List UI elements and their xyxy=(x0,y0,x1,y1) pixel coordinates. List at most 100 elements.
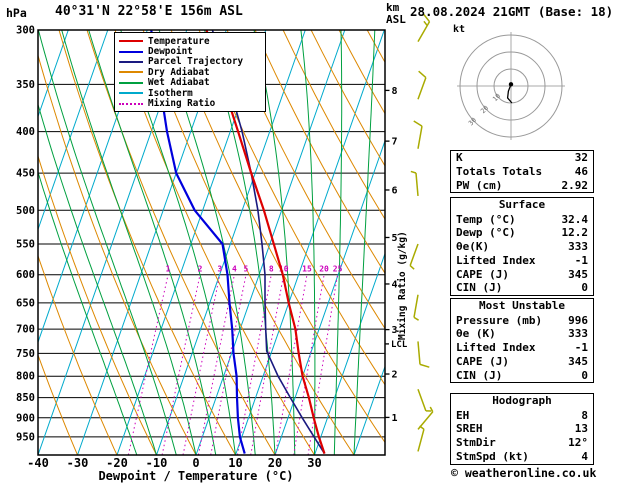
svg-text:7: 7 xyxy=(392,137,398,148)
legend-item-parcel: Parcel Trajectory xyxy=(119,56,261,68)
svg-text:1: 1 xyxy=(166,265,171,274)
row-value: 0 xyxy=(581,281,588,295)
altitude-unit-asl: ASL xyxy=(386,12,406,26)
row-label: Temp (°C) xyxy=(456,212,516,226)
svg-text:650: 650 xyxy=(16,297,35,309)
row-label: θe (K) xyxy=(456,327,496,341)
hodograph-unit-label: kt xyxy=(453,24,466,35)
legend-item-temperature: Temperature xyxy=(119,35,261,47)
legend-item-mixing-ratio: Mixing Ratio xyxy=(119,98,261,109)
svg-text:6: 6 xyxy=(392,185,398,196)
surface-table-title: Surface xyxy=(498,198,546,211)
row-value: -1 xyxy=(574,341,588,355)
row-label: CIN (J) xyxy=(456,281,503,295)
dewpoint-line-swatch xyxy=(119,50,143,53)
legend-label: Isotherm xyxy=(148,87,193,99)
svg-text:5: 5 xyxy=(244,265,249,274)
svg-text:-40: -40 xyxy=(27,456,49,470)
svg-text:2: 2 xyxy=(392,370,398,381)
row-label: Lifted Index xyxy=(456,253,536,267)
legend-label: Parcel Trajectory xyxy=(148,56,244,68)
table-row: CAPE (J) 345 xyxy=(451,268,593,282)
svg-text:500: 500 xyxy=(16,205,35,217)
row-label: StmSpd (kt) xyxy=(456,449,529,463)
altitude-unit-km: km xyxy=(386,1,400,14)
svg-text:8: 8 xyxy=(269,265,274,274)
row-label: CAPE (J) xyxy=(456,267,509,281)
svg-text:750: 750 xyxy=(16,348,35,360)
row-value: 4 xyxy=(581,449,588,463)
svg-text:20: 20 xyxy=(479,104,490,115)
svg-text:4: 4 xyxy=(232,265,237,274)
svg-text:850: 850 xyxy=(16,392,35,404)
row-label: K xyxy=(456,151,463,164)
row-value: 345 xyxy=(568,267,588,281)
table-row: Totals Totals 46 xyxy=(451,165,593,179)
svg-text:0: 0 xyxy=(192,456,199,470)
svg-text:900: 900 xyxy=(16,412,35,424)
row-value: 32 xyxy=(574,151,588,164)
table-row: θe(K) 333 xyxy=(451,240,593,254)
svg-text:3: 3 xyxy=(392,325,398,336)
temperature-line-swatch xyxy=(119,40,143,43)
svg-text:2: 2 xyxy=(198,265,203,274)
svg-text:350: 350 xyxy=(16,79,35,91)
row-label: Dewp (°C) xyxy=(456,226,516,240)
copyright: © weatheronline.co.uk xyxy=(451,466,597,480)
hodograph-table-title: Hodograph xyxy=(492,394,552,407)
most-unstable-table-title: Most Unstable xyxy=(478,299,566,312)
station-title: 40°31'N 22°58'E 156m ASL xyxy=(55,4,243,19)
svg-text:-10: -10 xyxy=(146,456,168,470)
svg-text:10: 10 xyxy=(279,265,289,274)
row-value: 46 xyxy=(574,164,588,178)
svg-text:-30: -30 xyxy=(67,456,89,470)
legend-item-dewpoint: Dewpoint xyxy=(119,46,261,58)
row-label: CIN (J) xyxy=(456,368,503,382)
row-label: EH xyxy=(456,408,470,422)
most-unstable-table: Most Unstable Pressure (mb) 996 θe (K) 333… xyxy=(450,298,594,384)
legend-label: Wet Adiabat xyxy=(148,77,210,89)
row-value: 13 xyxy=(574,422,588,436)
svg-text:300: 300 xyxy=(16,25,35,37)
svg-text:950: 950 xyxy=(16,431,35,443)
row-label: Lifted Index xyxy=(456,341,536,355)
svg-text:1: 1 xyxy=(392,413,398,424)
row-value: 345 xyxy=(568,354,588,368)
svg-text:LCL: LCL xyxy=(391,340,408,350)
table-row: EH 8 xyxy=(451,409,593,423)
altitude-axis-unit: km ASL xyxy=(386,2,406,25)
table-row: Lifted Index -1 xyxy=(451,341,593,355)
mixing-ratio-axis-label: Mixing Ratio (g/kg) xyxy=(397,231,408,340)
table-row: K 32 xyxy=(451,151,593,165)
row-label: PW (cm) xyxy=(456,178,503,192)
svg-text:800: 800 xyxy=(16,371,35,383)
legend-label: Dry Adiabat xyxy=(148,66,210,78)
svg-text:400: 400 xyxy=(16,126,35,138)
svg-text:20: 20 xyxy=(268,456,282,470)
svg-text:600: 600 xyxy=(16,269,35,281)
svg-text:450: 450 xyxy=(16,168,35,180)
row-label: Totals Totals xyxy=(456,164,543,178)
svg-text:15: 15 xyxy=(302,265,312,274)
row-value: 333 xyxy=(568,240,588,254)
svg-text:10: 10 xyxy=(228,456,242,470)
isotherm-line-swatch xyxy=(119,92,143,95)
row-value: 12.2 xyxy=(561,226,589,240)
datetime-title: 28.08.2024 21GMT (Base: 18) xyxy=(410,4,614,19)
row-value: -1 xyxy=(574,253,588,267)
mixing-ratio-line-swatch xyxy=(119,102,143,105)
svg-text:700: 700 xyxy=(16,324,35,336)
row-label: CAPE (J) xyxy=(456,354,509,368)
svg-text:550: 550 xyxy=(16,238,35,250)
svg-text:5: 5 xyxy=(392,233,398,244)
svg-text:Dewpoint / Temperature (°C): Dewpoint / Temperature (°C) xyxy=(98,469,293,483)
svg-text:8: 8 xyxy=(392,86,398,97)
legend-label: Dewpoint xyxy=(148,46,193,58)
row-value: 2.92 xyxy=(561,178,589,192)
row-value: 0 xyxy=(581,368,588,382)
legend-label: Temperature xyxy=(148,35,210,47)
row-value: 32.4 xyxy=(561,212,589,226)
table-row: Dewp (°C) 12.2 xyxy=(451,226,593,240)
